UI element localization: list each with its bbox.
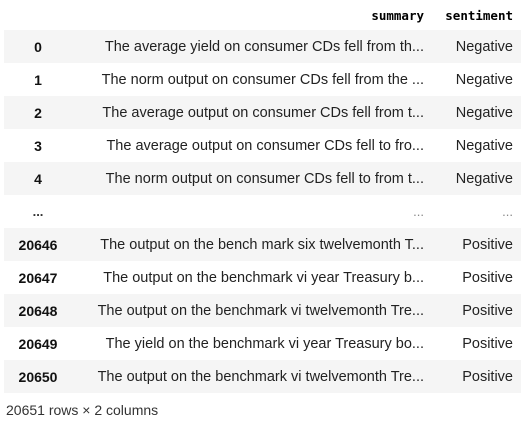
sentiment-cell: Negative	[455, 137, 513, 154]
sentiment-cell: Negative	[455, 170, 513, 187]
table-row: 20648 The output on the benchmark vi twe…	[4, 294, 521, 327]
column-header-sentiment: sentiment	[445, 7, 513, 23]
table-row: 3 The average output on consumer CDs fel…	[4, 129, 521, 162]
row-index: 2	[34, 104, 42, 121]
sentiment-cell: Positive	[462, 269, 513, 286]
sentiment-cell-ellipsis: ...	[502, 204, 513, 219]
table-row: 4 The norm output on consumer CDs fell t…	[4, 162, 521, 195]
ellipsis-row: ... ... ...	[4, 195, 521, 228]
summary-cell: The average yield on consumer CDs fell f…	[104, 38, 424, 55]
row-index-ellipsis: ...	[32, 204, 44, 219]
sentiment-cell: Negative	[455, 71, 513, 88]
sentiment-cell: Positive	[462, 368, 513, 385]
index-header	[4, 0, 72, 30]
summary-cell: The output on the benchmark vi year Trea…	[103, 269, 424, 286]
summary-cell: The norm output on consumer CDs fell to …	[105, 170, 424, 187]
row-index: 20646	[18, 236, 58, 253]
table-row: 1 The norm output on consumer CDs fell f…	[4, 63, 521, 96]
table-row: 0 The average yield on consumer CDs fell…	[4, 30, 521, 63]
summary-cell: The output on the benchmark vi twelvemon…	[97, 368, 424, 385]
column-header-summary: summary	[371, 7, 424, 23]
summary-cell: The norm output on consumer CDs fell fro…	[101, 71, 424, 88]
summary-cell: The output on the bench mark six twelvem…	[100, 236, 424, 253]
sentiment-cell: Positive	[462, 302, 513, 319]
table-row: 20647 The output on the benchmark vi yea…	[4, 261, 521, 294]
summary-cell: The average output on consumer CDs fell …	[102, 104, 424, 121]
header-row: summary sentiment	[4, 0, 521, 30]
row-index: 4	[34, 170, 42, 187]
row-index: 20649	[18, 335, 58, 352]
row-index: 20650	[18, 368, 58, 385]
table-row: 20646 The output on the bench mark six t…	[4, 228, 521, 261]
row-index: 1	[34, 71, 42, 88]
summary-cell-ellipsis: ...	[413, 204, 424, 219]
summary-cell: The yield on the benchmark vi year Treas…	[105, 335, 424, 352]
dataframe-shape-label: 20651 rows × 2 columns	[6, 402, 159, 418]
sentiment-cell: Negative	[455, 104, 513, 121]
table-row: 20649 The yield on the benchmark vi year…	[4, 327, 521, 360]
sentiment-cell: Positive	[462, 335, 513, 352]
row-index: 20647	[18, 269, 58, 286]
summary-cell: The output on the benchmark vi twelvemon…	[97, 302, 424, 319]
sentiment-cell: Positive	[462, 236, 513, 253]
sentiment-cell: Negative	[455, 38, 513, 55]
table-row: 2 The average output on consumer CDs fel…	[4, 96, 521, 129]
dataframe-table: summary sentiment 0 The average yield on…	[4, 0, 521, 393]
row-index: 0	[34, 38, 42, 55]
row-index: 3	[34, 137, 42, 154]
row-index: 20648	[18, 302, 58, 319]
table-row: 20650 The output on the benchmark vi twe…	[4, 360, 521, 393]
summary-cell: The average output on consumer CDs fell …	[106, 137, 424, 154]
